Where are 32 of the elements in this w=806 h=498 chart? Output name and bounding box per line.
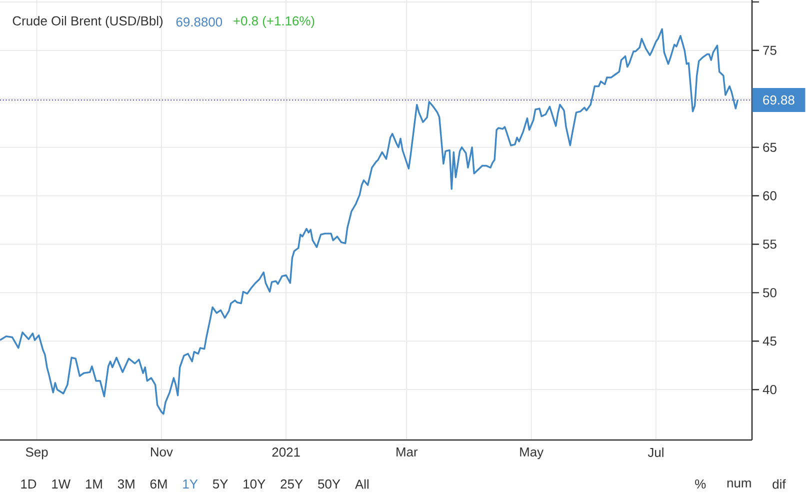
text: Crude Oil Brent (USD/Bbl)	[12, 16, 163, 28]
text: 6M	[150, 479, 167, 489]
text: All	[354, 479, 368, 489]
text: 25Y	[280, 479, 303, 489]
text: 1M	[86, 480, 102, 488]
text: 69.8800	[176, 17, 222, 27]
x-tick-label: May	[520, 448, 544, 460]
x-tick-label: Nov	[150, 448, 173, 457]
text: 1D	[21, 480, 36, 488]
y-tick-label: 60	[763, 191, 776, 200]
text: num	[727, 480, 751, 488]
line-series	[0, 28, 739, 415]
text: 10Y	[244, 479, 266, 489]
text: 1W	[52, 480, 71, 488]
x-tick-label: 2021	[272, 448, 300, 457]
y-tick-label: 45	[762, 336, 776, 346]
text: %	[695, 479, 706, 489]
text: 1Y	[183, 480, 198, 488]
y-tick-label: 65	[763, 142, 776, 152]
y-tick-label: 55	[763, 240, 776, 249]
x-tick-label: Sep	[26, 448, 48, 460]
x-tick-label: Jul	[648, 448, 664, 458]
text: dif	[772, 479, 786, 489]
text: 5Y	[212, 479, 228, 489]
y-tick-label: 40	[762, 385, 776, 394]
x-tick-label: Mar	[396, 448, 418, 457]
text: 50Y	[318, 479, 340, 489]
y-tick-label: 50	[763, 288, 776, 298]
ref-line-label: 69.88	[763, 95, 794, 105]
y-tick-label: 75	[763, 46, 776, 55]
text: 3M	[118, 479, 134, 489]
annotation: +0.8 (+1.16%)	[234, 16, 314, 28]
